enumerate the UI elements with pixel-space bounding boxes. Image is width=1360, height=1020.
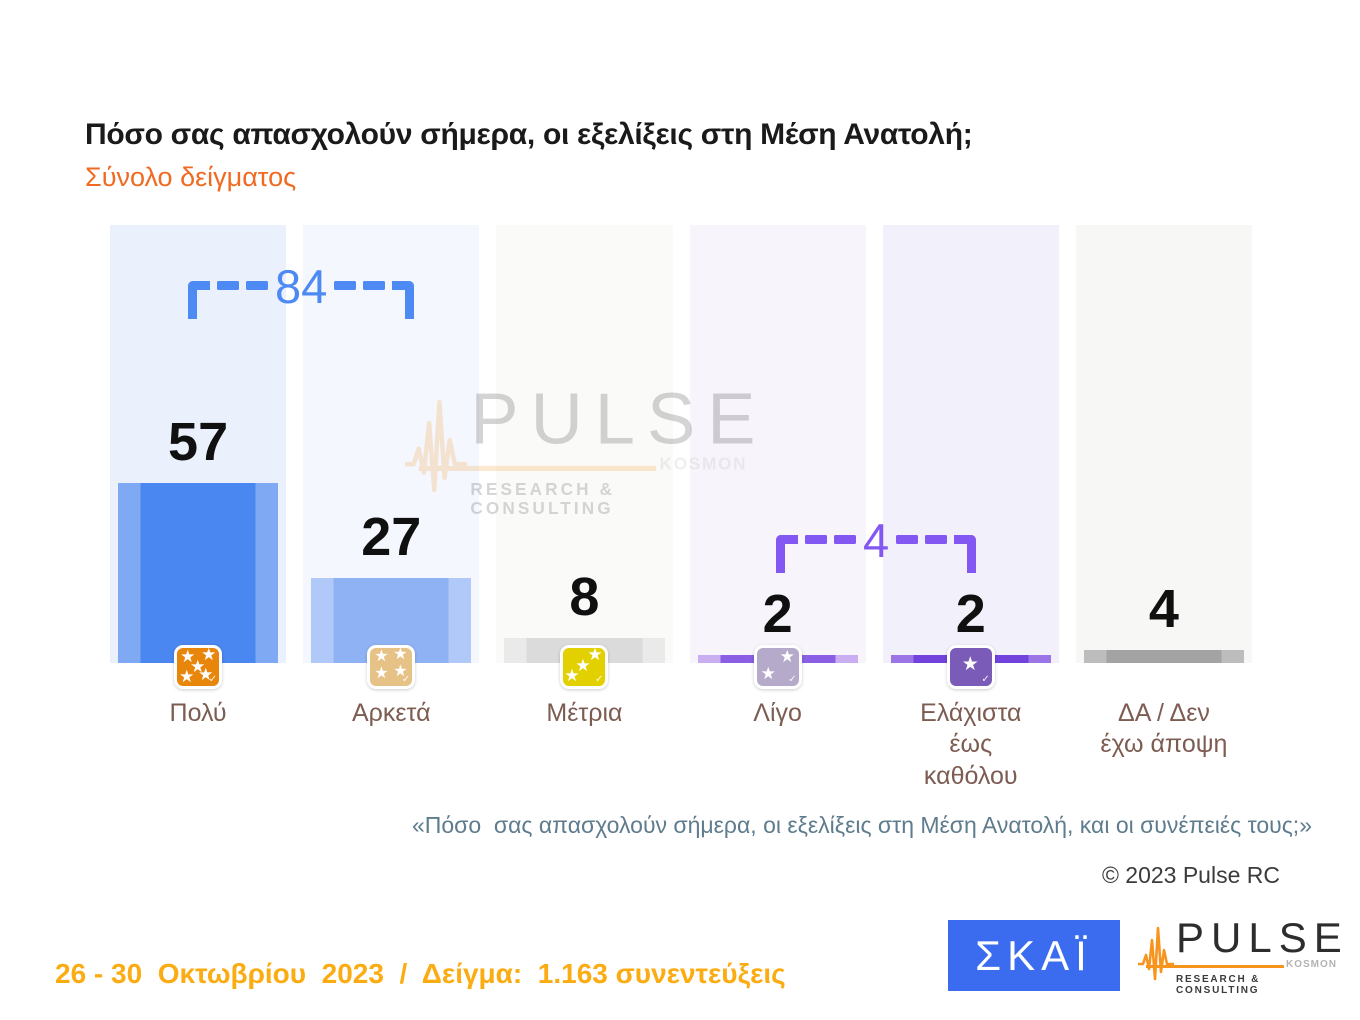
category-label-1: Πολύ bbox=[169, 699, 227, 727]
page-subtitle: Σύνολο δείγματος bbox=[85, 162, 297, 192]
chart-column-1: 57 ★ ★ ★ ★ ★ ✓ bbox=[110, 225, 287, 689]
page-title: Πόσο σας απασχολούν σήμερα, οι εξελίξεις… bbox=[85, 118, 973, 151]
four-stars-icon: ★ ★ ★ ★ ✓ bbox=[367, 645, 416, 689]
star-glyph: ★ bbox=[198, 665, 214, 684]
skai-wordmark: ΣΚΑΪ bbox=[975, 931, 1093, 979]
star-glyph: ★ bbox=[564, 666, 580, 685]
chart-column-6: 4 bbox=[1075, 225, 1253, 663]
category-labels: Πολύ Αρκετά Μέτρια Λίγο Ελάχιστα έως καθόλου… bbox=[110, 698, 1252, 792]
star-glyph: ★ bbox=[587, 645, 603, 664]
star-glyph: ★ bbox=[575, 656, 591, 675]
sparkle-glyph: ✓ bbox=[595, 674, 604, 685]
chart-column-2: 27 ★ ★ ★ ★ ✓ bbox=[303, 225, 480, 689]
star-glyph: ★ bbox=[179, 667, 195, 686]
sparkle-glyph: ✓ bbox=[401, 674, 411, 685]
bar-chart: 57 ★ ★ ★ ★ ★ ✓ 27 ★ ★ ★ ★ ✓ 8 ★ ★ ★ ✓ 2 ★ ★ ✓ 2 ★ ✓ 4 PULSE KOSMO… bbox=[110, 225, 1253, 689]
sparkle-glyph: ✓ bbox=[208, 674, 218, 685]
bracket-corner-left bbox=[776, 535, 798, 573]
category-label-2: Αρκετά bbox=[352, 699, 431, 727]
pulse-wordmark: PULSE bbox=[1176, 914, 1349, 961]
star-glyph: ★ bbox=[760, 664, 776, 683]
chart-column-3: 8 ★ ★ ★ ✓ bbox=[496, 225, 673, 689]
pulse-logo-footer: PULSE KOSMON RESEARCH & CONSULTING bbox=[1138, 914, 1342, 996]
category-label-6: ΔΑ / Δεν έχω άποψη bbox=[1100, 699, 1228, 759]
bracket-corner-left bbox=[188, 281, 210, 319]
two-stars-icon: ★ ★ ✓ bbox=[753, 645, 802, 689]
star-glyph: ★ bbox=[374, 665, 389, 682]
pulse-kosmon-label: KOSMON bbox=[1286, 959, 1337, 970]
star-glyph: ★ bbox=[201, 645, 217, 664]
sparkle-glyph: ✓ bbox=[981, 674, 990, 685]
pulse-tagline: RESEARCH & CONSULTING bbox=[1176, 974, 1261, 996]
one-star-icon: ★ ✓ bbox=[946, 645, 995, 689]
star-glyph: ★ bbox=[393, 646, 408, 663]
category-label-3: Μέτρια bbox=[546, 699, 623, 727]
copyright: © 2023 Pulse RC bbox=[1101, 862, 1280, 888]
bar-value-label: 8 bbox=[569, 567, 600, 627]
star-glyph: ★ bbox=[374, 648, 389, 665]
three-stars-icon: ★ ★ ★ ✓ bbox=[560, 645, 609, 689]
sum-bracket-84-value: 84 bbox=[275, 260, 328, 313]
skai-logo: ΣΚΑΪ bbox=[948, 920, 1120, 991]
star-glyph: ★ bbox=[393, 663, 408, 680]
sum-bracket-4-value: 4 bbox=[863, 514, 890, 567]
bar-1 bbox=[118, 483, 279, 663]
star-glyph: ★ bbox=[180, 647, 196, 666]
bar-value-label: 2 bbox=[762, 584, 793, 644]
pulse-underline bbox=[1146, 965, 1284, 968]
star-glyph: ★ bbox=[961, 654, 979, 675]
sum-bracket-84: 84 bbox=[188, 261, 415, 319]
category-label-4: Λίγο bbox=[753, 699, 802, 727]
question-footnote: «Πόσο σας απασχολούν σήμερα, οι εξελίξει… bbox=[411, 812, 1312, 838]
bar-value-label: 57 bbox=[168, 412, 229, 472]
chart-column-4: 2 ★ ★ ✓ bbox=[689, 225, 866, 689]
bar-value-label: 27 bbox=[361, 507, 422, 567]
star-glyph: ★ bbox=[779, 647, 795, 666]
bar-value-label: 2 bbox=[955, 584, 986, 644]
chart-column-5: 2 ★ ✓ bbox=[882, 225, 1059, 689]
star-glyph: ★ bbox=[190, 657, 206, 676]
bracket-corner-right bbox=[392, 281, 415, 319]
fieldwork-note: 26 - 30 Οκτωβρίου 2023 / Δείγμα: 1.163 σ… bbox=[55, 958, 786, 989]
sum-bracket-4: 4 bbox=[776, 515, 977, 573]
category-label-5: Ελάχιστα έως καθόλου bbox=[920, 699, 1022, 790]
bar-value-label: 4 bbox=[1148, 579, 1179, 639]
bar-6 bbox=[1083, 650, 1245, 663]
five-stars-icon: ★ ★ ★ ★ ★ ✓ bbox=[174, 645, 223, 689]
sparkle-glyph: ✓ bbox=[788, 674, 797, 685]
chart-columns: 57 ★ ★ ★ ★ ★ ✓ 27 ★ ★ ★ ★ ✓ 8 ★ ★ ★ ✓ 2 ★ ★ ✓ 2 ★ ✓ 4 bbox=[110, 225, 1253, 689]
pulse-waveform-icon bbox=[1138, 926, 1174, 981]
bracket-corner-right bbox=[954, 535, 977, 573]
